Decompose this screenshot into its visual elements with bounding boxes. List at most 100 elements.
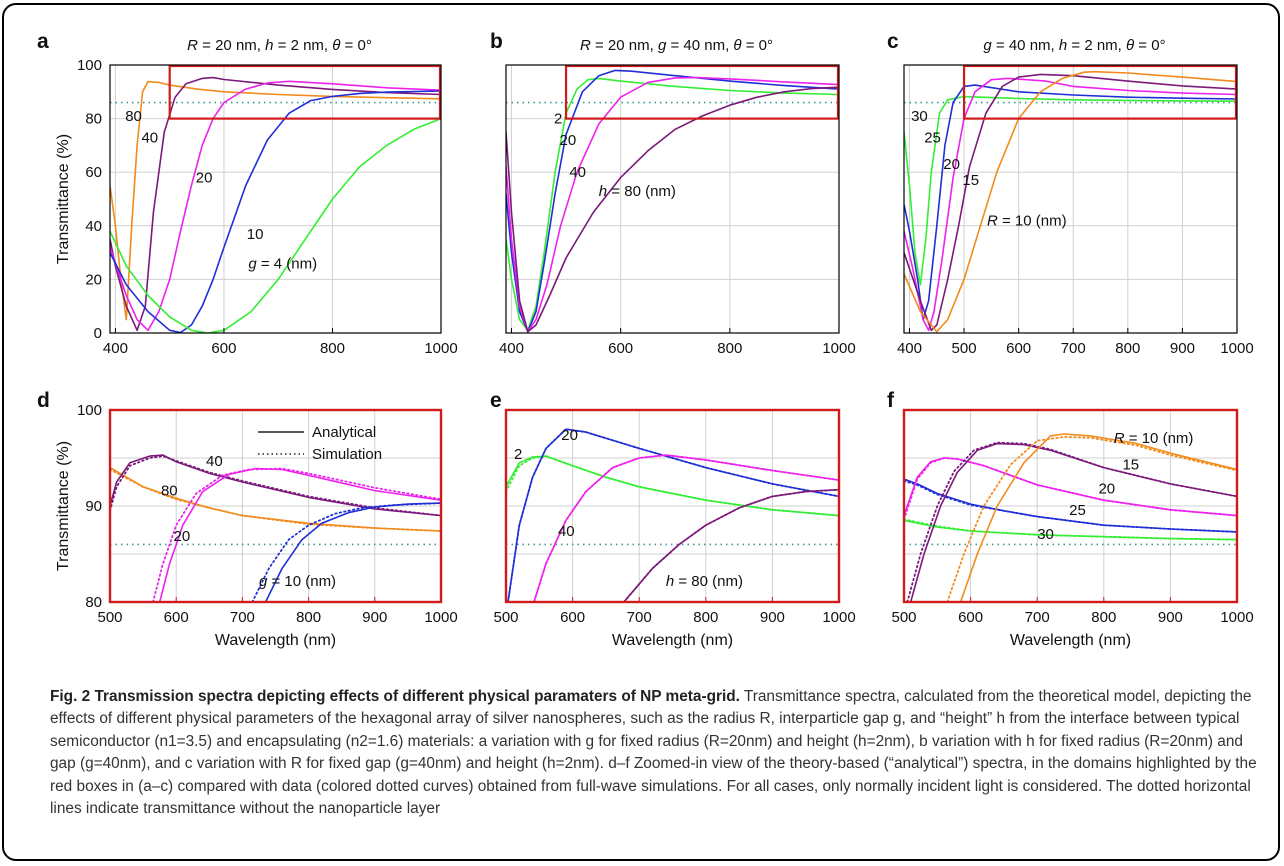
curve-label-part: = 80 (nm): [674, 573, 743, 590]
simulation-curve-15: [906, 441, 1237, 602]
x-tick-label: 800: [1091, 609, 1116, 626]
panel-title-part: = 40 nm,: [666, 37, 733, 54]
y-tick-label: 60: [85, 164, 102, 181]
y-tick-label: 100: [77, 57, 102, 74]
panel-title-part: = 0°: [1134, 37, 1165, 54]
curve-label-part: 20: [196, 170, 213, 187]
x-tick-label: 1000: [822, 340, 855, 357]
curve-20: [506, 69, 839, 333]
curve-label-part: 25: [924, 129, 941, 146]
x-tick-label: 400: [897, 340, 922, 357]
curve-label-part: 30: [1037, 526, 1054, 543]
curve-label-part: 25: [1069, 502, 1086, 519]
figure-frame: [2, 3, 1280, 861]
curve-label: 80: [161, 483, 178, 500]
plot-area: [110, 454, 441, 602]
curve-label-part: 20: [1098, 481, 1115, 498]
panel-title-var: h: [265, 37, 273, 54]
curve-label-part: 80: [125, 108, 142, 125]
curve-label: 25: [924, 129, 941, 146]
curve-25: [904, 478, 1237, 533]
x-axis-label: Wavelength (nm): [215, 632, 336, 649]
x-tick-label: 800: [320, 340, 345, 357]
plot-frame: [505, 64, 840, 334]
panel-title-var: h: [1059, 37, 1067, 54]
plot-frame: [504, 408, 841, 604]
x-tick-label: 600: [211, 340, 236, 357]
panel-title: g = 40 nm, h = 2 nm, θ = 0°: [983, 37, 1165, 54]
y-axis-label: Transmittance (%): [55, 134, 72, 264]
y-tick-label: 100: [77, 402, 102, 419]
panel-title-var: g: [658, 37, 667, 54]
curve-label-part: = 10 (nm): [1125, 430, 1194, 447]
x-tick-label: 1000: [424, 340, 457, 357]
curve-label: 40: [569, 164, 586, 181]
plot-frame: [109, 64, 442, 334]
x-tick-label: 800: [296, 609, 321, 626]
curve-label-part: = 10 (nm): [267, 573, 336, 590]
x-tick-label: 900: [1158, 609, 1183, 626]
x-tick-label: 600: [958, 609, 983, 626]
curve-label-part: 20: [561, 427, 578, 444]
panel-title-part: = 2 nm,: [1067, 37, 1126, 54]
figure-panels: 400 600 800 1000 0 20 40 60 80 100 a R = 20 nm, h =…: [37, 30, 1254, 649]
curve-g = 10 (nm): [264, 502, 441, 602]
caption-title: Fig. 2 Transmission spectra depicting ef…: [50, 688, 740, 705]
curve-label-part: 20: [174, 528, 191, 545]
curve-label-part: 20: [943, 156, 960, 173]
y-axis-label: Transmittance (%): [55, 441, 72, 571]
x-tick-label: 700: [1025, 609, 1050, 626]
x-tick-label: 500: [891, 609, 916, 626]
curve-label: 25: [1069, 502, 1086, 519]
curve-label-part: 30: [911, 108, 928, 125]
x-tick-label: 900: [760, 609, 785, 626]
curve-label: h = 80 (nm): [599, 183, 676, 200]
y-tick-label: 80: [85, 594, 102, 611]
x-tick-label: 600: [560, 609, 585, 626]
curve-40: [110, 76, 441, 332]
panel-title-part: = 2 nm,: [273, 37, 332, 54]
panel-letter: b: [490, 30, 503, 53]
curve-20: [110, 80, 441, 332]
y-tick-label: 80: [85, 111, 102, 128]
curve-label: g = 4 (nm): [248, 255, 317, 272]
curve-label-var: h: [599, 183, 607, 200]
panel-f: 500 600 700 800 900 1000 f Wavelength (nm) R = 1…: [887, 389, 1254, 649]
panel-title-part: = 0°: [742, 37, 773, 54]
x-tick-label: 600: [608, 340, 633, 357]
curve-label-var: R: [987, 212, 998, 229]
curve-label-part: 15: [962, 172, 979, 189]
x-tick-label: 800: [717, 340, 742, 357]
simulation-curve-R = 10 (nm): [946, 435, 1237, 602]
zoom-highlight-box: [168, 64, 442, 120]
curve-label-part: 2: [514, 446, 522, 463]
curve-g = 4 (nm): [110, 117, 441, 333]
curve-label: 20: [943, 156, 960, 173]
curve-h = 80 (nm): [506, 86, 839, 333]
curve-label-part: 2: [554, 111, 562, 128]
panel-letter: d: [37, 389, 50, 412]
curve-label-var: g: [248, 255, 257, 272]
y-tick-label: 20: [85, 271, 102, 288]
plot-area: [904, 70, 1237, 333]
x-tick-label: 600: [164, 609, 189, 626]
panel-title-part: = 20 nm,: [198, 37, 265, 54]
panel-title-var: θ: [733, 37, 741, 54]
curve-30: [904, 519, 1237, 541]
curve-label-part: 40: [141, 129, 158, 146]
plot-area: [506, 69, 839, 333]
x-tick-label: 500: [493, 609, 518, 626]
curve-label-part: 40: [569, 164, 586, 181]
zoom-highlight-box: [962, 64, 1238, 120]
curve-20: [158, 467, 441, 602]
curve-label: 20: [174, 528, 191, 545]
curve-label: 40: [206, 453, 223, 470]
x-tick-label: 900: [362, 609, 387, 626]
curve-label: 20: [196, 170, 213, 187]
curve-label: 30: [1037, 526, 1054, 543]
plot-area: [904, 433, 1237, 602]
panel-title-var: θ: [332, 37, 340, 54]
x-tick-label: 700: [627, 609, 652, 626]
panel-title: R = 20 nm, g = 40 nm, θ = 0°: [580, 37, 773, 54]
y-tick-label: 90: [85, 498, 102, 515]
